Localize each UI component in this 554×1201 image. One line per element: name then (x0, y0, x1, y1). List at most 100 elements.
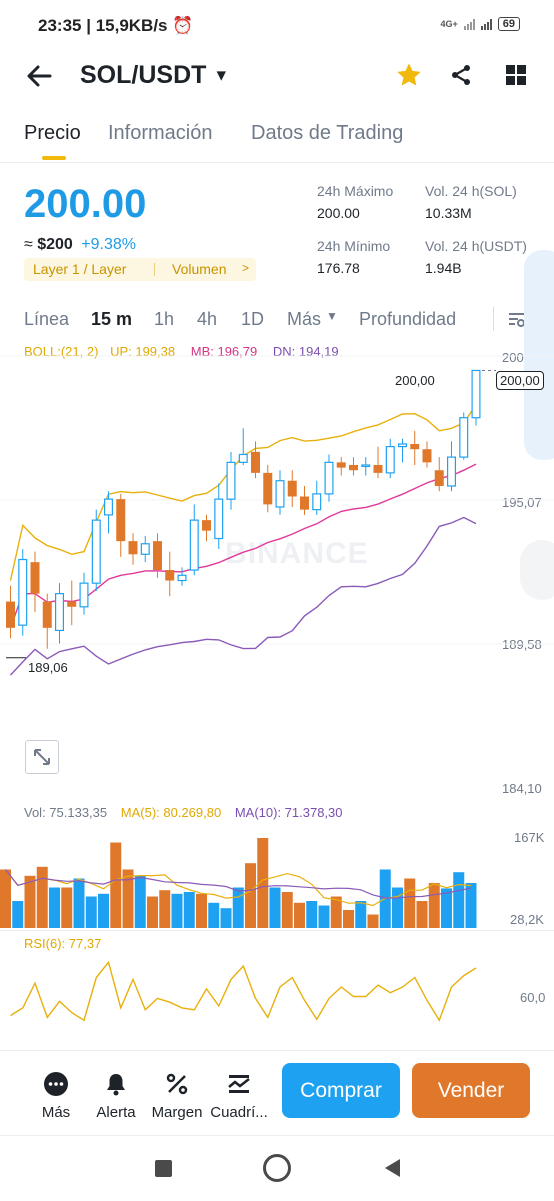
caret-down-icon[interactable]: ▼ (213, 67, 230, 85)
tag-chip[interactable]: Layer 1 / Layer Volumen > (24, 258, 256, 281)
alert-button[interactable]: Alerta (92, 1071, 140, 1121)
tab-price[interactable]: Precio (24, 122, 81, 144)
volume-bar (134, 875, 146, 928)
volume-bar (306, 901, 318, 928)
favorite-star-icon[interactable] (395, 61, 423, 94)
candle-body (434, 470, 444, 486)
sell-button[interactable]: Vender (412, 1063, 530, 1118)
high-label: 24h Máximo (317, 183, 394, 199)
home-circle-icon[interactable] (263, 1154, 291, 1182)
candle-body (165, 570, 175, 581)
volume-bar (73, 878, 85, 928)
floating-panel[interactable] (524, 250, 554, 460)
volume-bar (245, 863, 256, 928)
rsi-legend: RSI(6): 77,37 (24, 936, 102, 951)
grid-layout-icon[interactable] (504, 63, 528, 92)
candle-body (140, 543, 150, 555)
candle-body (336, 462, 346, 468)
candle-body (287, 480, 297, 497)
volume-bar (196, 893, 207, 928)
tab-trading-data[interactable]: Datos de Trading (251, 122, 404, 144)
floating-alert-button[interactable] (520, 540, 554, 600)
back-triangle-icon[interactable] (383, 1158, 401, 1183)
axis-bottom: 184,10 (502, 781, 542, 796)
buy-button[interactable]: Comprar (282, 1063, 400, 1118)
candle-body (18, 558, 28, 626)
volume-bar (294, 902, 305, 928)
interval-divider (493, 307, 494, 331)
volume-bar (61, 887, 73, 928)
candle-body (361, 464, 371, 468)
recents-square-icon[interactable] (155, 1160, 172, 1177)
volume-bar (441, 888, 452, 928)
candle-body (116, 499, 126, 542)
vol-ma10: MA(10): 71.378,30 (234, 805, 343, 820)
volume-bar (330, 896, 342, 928)
boll-dn: DN: 194,19 (272, 344, 339, 359)
candle-body (312, 493, 322, 511)
status-time: 23:35 | 15,9KB/s ⏰ (38, 16, 194, 35)
volume-bar (147, 896, 158, 928)
axis-mid: 195,07 (502, 495, 542, 510)
volume-bar (208, 902, 220, 928)
candle-body (226, 461, 236, 500)
more-button[interactable]: Más (36, 1071, 76, 1121)
vol-axis-bottom: 28,2K (510, 912, 544, 927)
volume-bar (49, 887, 60, 928)
volume-bar (343, 910, 354, 928)
binance-watermark: BINANCE (225, 537, 369, 570)
tab-info[interactable]: Información (108, 122, 213, 144)
candle-body (410, 443, 420, 450)
expand-icon[interactable] (25, 740, 59, 774)
signal-icon (463, 18, 475, 30)
grid-button[interactable]: Cuadrí... (208, 1071, 270, 1121)
interval-1h[interactable]: 1h (154, 309, 175, 329)
candle-body (324, 461, 334, 495)
tag-layer[interactable]: Layer 1 / Layer (33, 261, 127, 277)
low-label: 24h Mínimo (317, 238, 391, 254)
rsi-line (10, 960, 477, 1022)
volume-bar (281, 892, 293, 928)
volume-ma10-line (5, 869, 472, 899)
margin-button[interactable]: Margen (150, 1071, 204, 1121)
volume-bar (404, 878, 416, 928)
alert-label: Alerta (96, 1104, 136, 1121)
interval-1d[interactable]: 1D (241, 309, 265, 329)
back-arrow-icon[interactable] (24, 61, 54, 96)
volume-bar (159, 890, 171, 928)
volume-bar (110, 842, 122, 928)
high-value: 200.00 (317, 205, 360, 221)
volume-bar (36, 866, 48, 928)
max-price-label: 200,00 (395, 373, 435, 388)
volume-divider (0, 930, 554, 931)
candle-body (177, 574, 187, 582)
grid-label: Cuadrí... (210, 1104, 268, 1121)
network-label: 4G+ (440, 19, 458, 29)
vol-base-label: Vol. 24 h(SOL) (425, 183, 517, 199)
volume-bar (220, 908, 232, 928)
candle-body (447, 456, 457, 487)
interval-depth[interactable]: Profundidad (359, 309, 457, 329)
interval-line[interactable]: Línea (24, 309, 70, 329)
candle-body (79, 582, 89, 608)
interval-more[interactable]: Más ▼ (287, 309, 338, 329)
candle-body (202, 520, 211, 531)
volume-legend: Vol: 75.133,35 MA(5): 80.269,80 MA(10): … (24, 805, 343, 820)
min-price-label: 189,06 (28, 660, 68, 675)
candle-body (398, 443, 408, 448)
candle-chart[interactable] (0, 348, 554, 800)
share-icon[interactable] (449, 63, 473, 92)
volume-bar (0, 869, 11, 928)
vol-quote-value: 1.94B (425, 260, 462, 276)
candle-body (275, 480, 285, 508)
volume-bar (367, 914, 379, 928)
candle-body (349, 464, 358, 471)
tag-volume[interactable]: Volumen (172, 261, 227, 277)
status-bar: 23:35 | 15,9KB/s ⏰ 4G+ 69 (0, 0, 554, 50)
more-dots-icon (44, 1072, 68, 1096)
more-label: Más (41, 1104, 71, 1121)
bell-icon (107, 1074, 125, 1096)
interval-15m[interactable]: 15 m (91, 309, 133, 329)
interval-4h[interactable]: 4h (197, 309, 218, 329)
pair-title[interactable]: SOL/USDT ▼ (80, 61, 230, 89)
